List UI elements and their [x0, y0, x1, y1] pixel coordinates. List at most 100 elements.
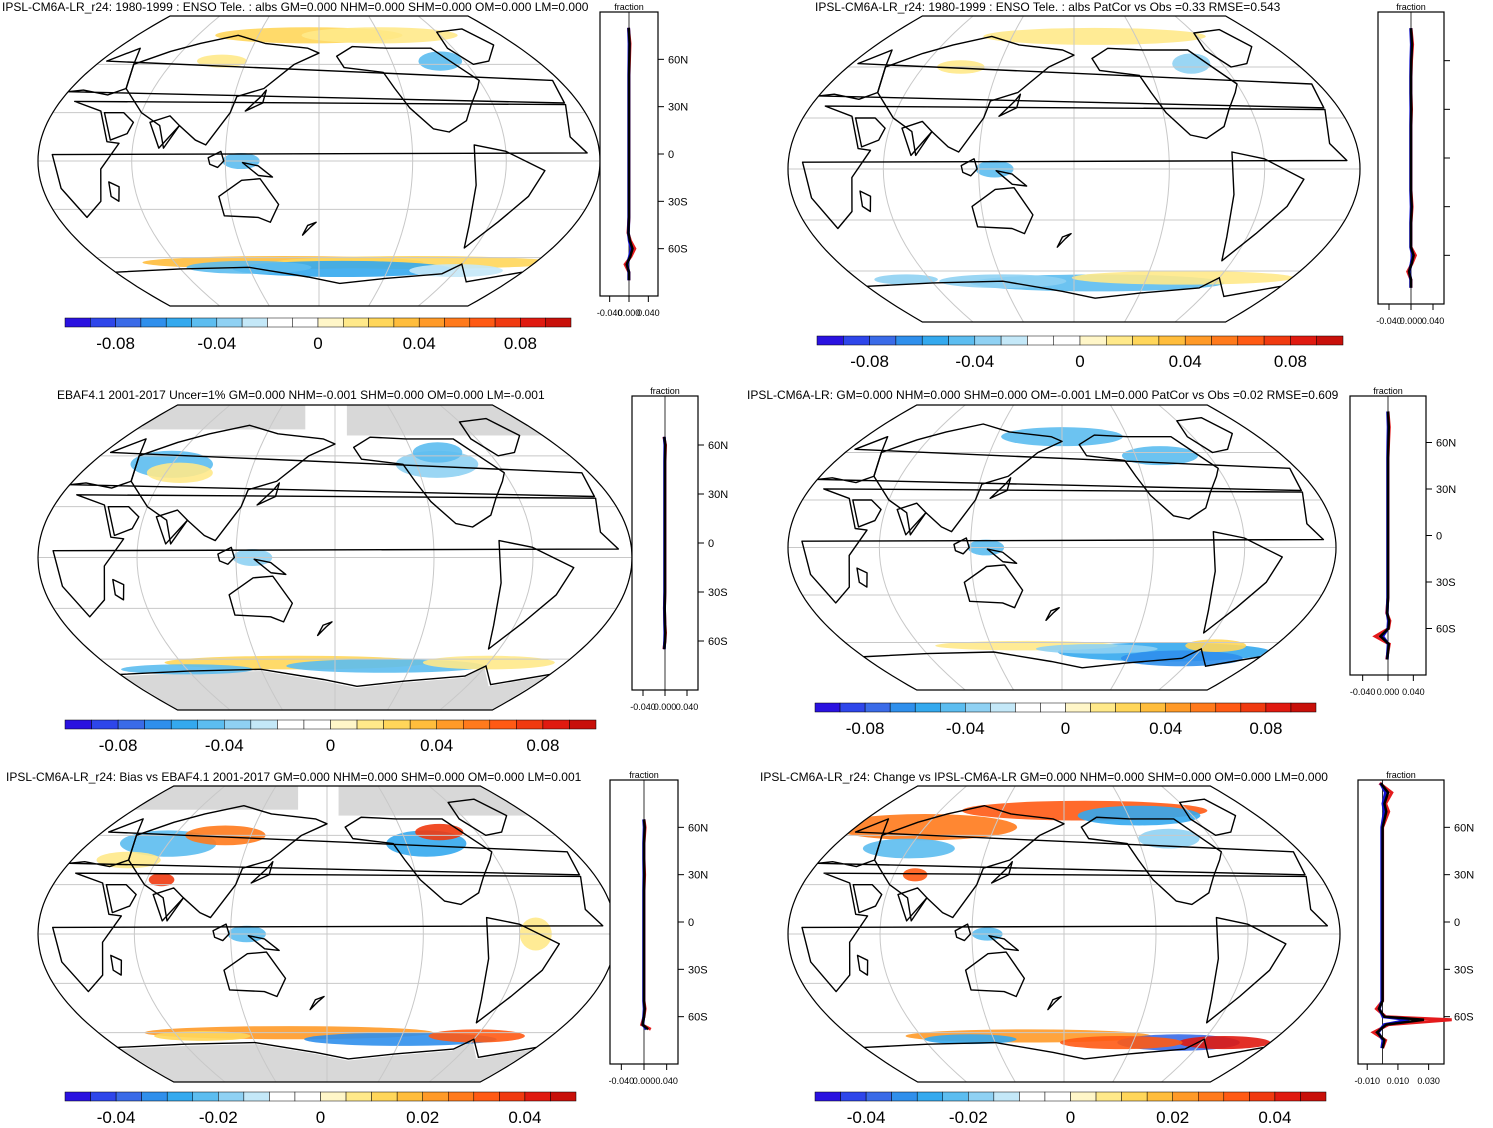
lat-label: 60N — [708, 440, 728, 452]
colorbar-swatch — [1237, 335, 1265, 346]
x-tick-label: 0.000 — [654, 702, 677, 712]
coastline — [152, 887, 185, 922]
graticule-line — [1174, 16, 1266, 322]
colorbar-swatch — [1146, 1091, 1173, 1102]
colorbar-swatch — [469, 317, 496, 328]
coastline — [436, 28, 495, 66]
coastline — [1221, 151, 1305, 262]
panel-title: EBAF4.1 2001-2017 Uncer=1% GM=0.000 NHM=… — [57, 388, 545, 402]
colorbar-swatch — [422, 1091, 449, 1102]
coastline — [856, 954, 869, 976]
colorbar-label: 0.08 — [1249, 719, 1282, 738]
x-tick-label: 0.010 — [1387, 1076, 1410, 1086]
graticule-line — [224, 16, 270, 306]
colorbar-label: 0 — [1066, 1108, 1075, 1127]
anomaly-patch — [874, 274, 938, 285]
anomaly-patch — [418, 51, 463, 71]
lat-label: 60S — [688, 1012, 708, 1024]
anomaly-patch — [902, 868, 928, 882]
coastline — [217, 546, 236, 565]
lat-label: 30N — [1436, 484, 1456, 496]
mean-profile-line — [1375, 782, 1425, 1049]
colorbar-swatch — [993, 1091, 1020, 1102]
anomaly-patch — [1035, 644, 1158, 654]
x-tick-label: -0.040 — [630, 702, 656, 712]
anomaly-patch — [148, 873, 175, 887]
lat-label: 0 — [1454, 917, 1460, 929]
x-tick-label: -0.010 — [1354, 1076, 1380, 1086]
colorbar-label: 0.04 — [1258, 1108, 1291, 1127]
coastline — [864, 1038, 1264, 1060]
colorbar-swatch — [569, 719, 597, 730]
mean-profile-line — [1378, 411, 1391, 660]
coastline — [964, 951, 1026, 998]
colorbar-swatch — [1015, 702, 1041, 713]
colorbar-swatch — [241, 317, 268, 328]
colorbar-swatch — [990, 702, 1016, 713]
coastline — [998, 93, 1022, 117]
coastline — [1056, 232, 1072, 248]
lat-label: 30N — [688, 870, 708, 882]
colorbar-swatch — [473, 1091, 500, 1102]
colorbar-swatch — [436, 719, 464, 730]
x-tick-label: 0.000 — [618, 308, 641, 318]
colorbar-swatch — [418, 317, 445, 328]
lat-label: 30S — [668, 196, 688, 208]
graticule-line — [387, 405, 435, 710]
masked-region — [97, 405, 306, 430]
coastline — [963, 564, 1024, 609]
zonal-xlabel: fraction — [614, 2, 644, 12]
graticule-line — [1109, 405, 1154, 690]
panel-title: IPSL-CM6A-LR: GM=0.000 NHM=0.000 SHM=0.0… — [747, 388, 1339, 402]
x-tick-label: 0.030 — [1417, 1076, 1440, 1086]
coastline — [1078, 434, 1219, 520]
coastline — [125, 34, 320, 149]
colorbar-swatch — [1249, 1091, 1276, 1102]
coastline — [127, 805, 328, 922]
lat-label: 30S — [1436, 577, 1456, 589]
colorbar: -0.04 -0.02 0 0.02 0.04 — [814, 1091, 1327, 1127]
robinson-map — [787, 15, 1361, 323]
colorbar-swatch — [393, 317, 420, 328]
anomaly-patch — [1185, 639, 1247, 652]
colorbar-swatch — [1044, 1091, 1071, 1102]
colorbar-swatch — [356, 719, 384, 730]
colorbar-swatch — [330, 719, 358, 730]
coastline — [995, 170, 1028, 187]
anomaly-patch — [1077, 805, 1201, 826]
lat-label: 0 — [708, 538, 714, 550]
colorbar-swatch — [499, 1091, 526, 1102]
colorbar-label: -0.02 — [949, 1108, 988, 1127]
anomaly-patch — [1138, 828, 1200, 849]
colorbar-swatch — [1165, 702, 1192, 713]
colorbar-label: -0.04 — [197, 334, 236, 353]
colorbar-label: -0.08 — [846, 719, 885, 738]
colorbar-swatch — [1223, 1091, 1250, 1102]
colorbar-swatch — [448, 1091, 475, 1102]
colorbar-swatch — [814, 1091, 841, 1102]
colorbar-swatch — [141, 1091, 168, 1102]
colorbar-label: -0.08 — [850, 352, 889, 371]
coastline — [487, 539, 575, 650]
mean-profile-line — [1407, 28, 1415, 288]
colorbar-swatch — [463, 719, 491, 730]
colorbar-label: -0.08 — [99, 736, 138, 755]
map-border — [37, 15, 601, 307]
coastline — [256, 482, 281, 506]
x-tick-label: 0.000 — [633, 1076, 656, 1086]
masked-region — [95, 786, 299, 810]
lat-label: 0 — [668, 149, 674, 161]
colorbar: -0.08 -0.04 0 0.04 0.08 — [64, 719, 597, 755]
map-border — [787, 15, 1361, 323]
colorbar-swatch — [144, 719, 172, 730]
graticule-line — [235, 405, 283, 710]
coastline — [1047, 995, 1062, 1011]
coastline — [117, 1038, 537, 1060]
colorbar-swatch — [192, 1091, 219, 1102]
anomaly-patch — [1071, 271, 1295, 285]
coastline — [960, 158, 978, 177]
colorbar-label: -0.08 — [96, 334, 135, 353]
